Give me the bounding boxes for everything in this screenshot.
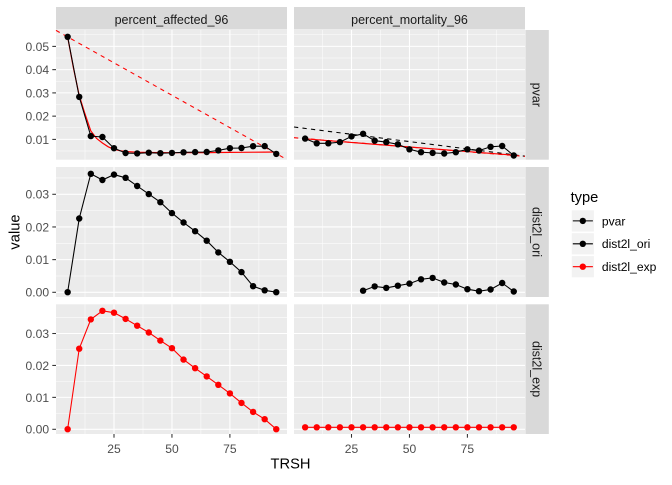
svg-text:0.03: 0.03 <box>26 327 50 341</box>
svg-text:percent_mortality_96: percent_mortality_96 <box>351 13 468 27</box>
svg-text:50: 50 <box>165 442 179 456</box>
svg-text:0.00: 0.00 <box>26 423 50 437</box>
svg-text:0.05: 0.05 <box>26 40 50 54</box>
svg-text:pvar: pvar <box>529 83 543 107</box>
svg-text:percent_affected_96: percent_affected_96 <box>115 13 229 27</box>
svg-text:0.01: 0.01 <box>26 253 50 267</box>
svg-text:0.00: 0.00 <box>26 286 50 300</box>
svg-text:0.04: 0.04 <box>26 63 50 77</box>
svg-text:75: 75 <box>461 442 475 456</box>
svg-text:TRSH: TRSH <box>271 457 311 473</box>
svg-text:value: value <box>8 214 24 249</box>
svg-text:0.03: 0.03 <box>26 86 50 100</box>
svg-text:dist2l_exp: dist2l_exp <box>602 260 657 274</box>
svg-text:75: 75 <box>223 442 237 456</box>
svg-text:25: 25 <box>107 442 121 456</box>
svg-text:dist2l_ori: dist2l_ori <box>529 207 543 257</box>
svg-text:0.02: 0.02 <box>26 220 50 234</box>
svg-text:dist2l_exp: dist2l_exp <box>529 341 543 397</box>
svg-text:type: type <box>571 190 599 206</box>
svg-text:0.03: 0.03 <box>26 188 50 202</box>
svg-text:25: 25 <box>345 442 359 456</box>
svg-text:0.02: 0.02 <box>26 359 50 373</box>
svg-text:pvar: pvar <box>602 214 626 228</box>
svg-text:0.02: 0.02 <box>26 110 50 124</box>
svg-text:0.01: 0.01 <box>26 391 50 405</box>
svg-text:50: 50 <box>403 442 417 456</box>
svg-text:dist2l_ori: dist2l_ori <box>602 237 650 251</box>
svg-text:0.01: 0.01 <box>26 133 50 147</box>
